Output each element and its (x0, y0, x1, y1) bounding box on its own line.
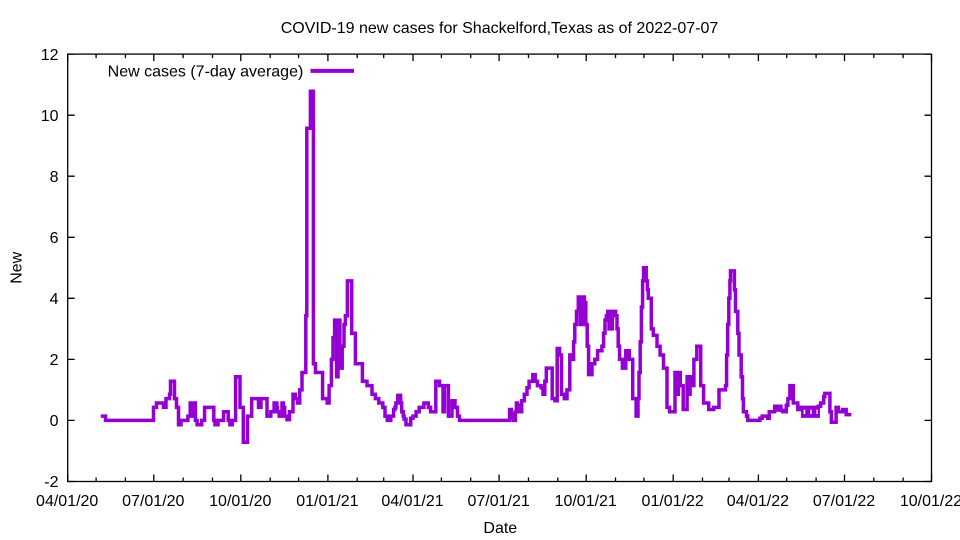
svg-text:New: New (9, 251, 26, 283)
svg-text:6: 6 (50, 230, 59, 247)
svg-text:COVID-19 new cases for Shackel: COVID-19 new cases for Shackelford,Texas… (281, 20, 719, 37)
svg-text:New cases (7-day average): New cases (7-day average) (108, 64, 304, 81)
svg-text:-2: -2 (44, 474, 58, 491)
svg-text:10/01/21: 10/01/21 (555, 493, 617, 510)
svg-text:12: 12 (41, 47, 59, 64)
svg-text:07/01/22: 07/01/22 (813, 493, 875, 510)
svg-text:07/01/21: 07/01/21 (467, 493, 529, 510)
svg-text:Date: Date (483, 520, 517, 537)
svg-text:0: 0 (50, 413, 59, 430)
svg-text:07/01/20: 07/01/20 (122, 493, 184, 510)
svg-text:10/01/20: 10/01/20 (209, 493, 271, 510)
svg-text:01/01/21: 01/01/21 (296, 493, 358, 510)
svg-text:04/01/22: 04/01/22 (727, 493, 789, 510)
svg-text:01/01/22: 01/01/22 (642, 493, 704, 510)
svg-text:10/01/22: 10/01/22 (900, 493, 960, 510)
svg-text:04/01/20: 04/01/20 (36, 493, 98, 510)
svg-text:8: 8 (50, 169, 59, 186)
svg-text:2: 2 (50, 352, 59, 369)
svg-text:4: 4 (50, 291, 59, 308)
svg-text:10: 10 (41, 108, 59, 125)
svg-text:04/01/21: 04/01/21 (381, 493, 443, 510)
